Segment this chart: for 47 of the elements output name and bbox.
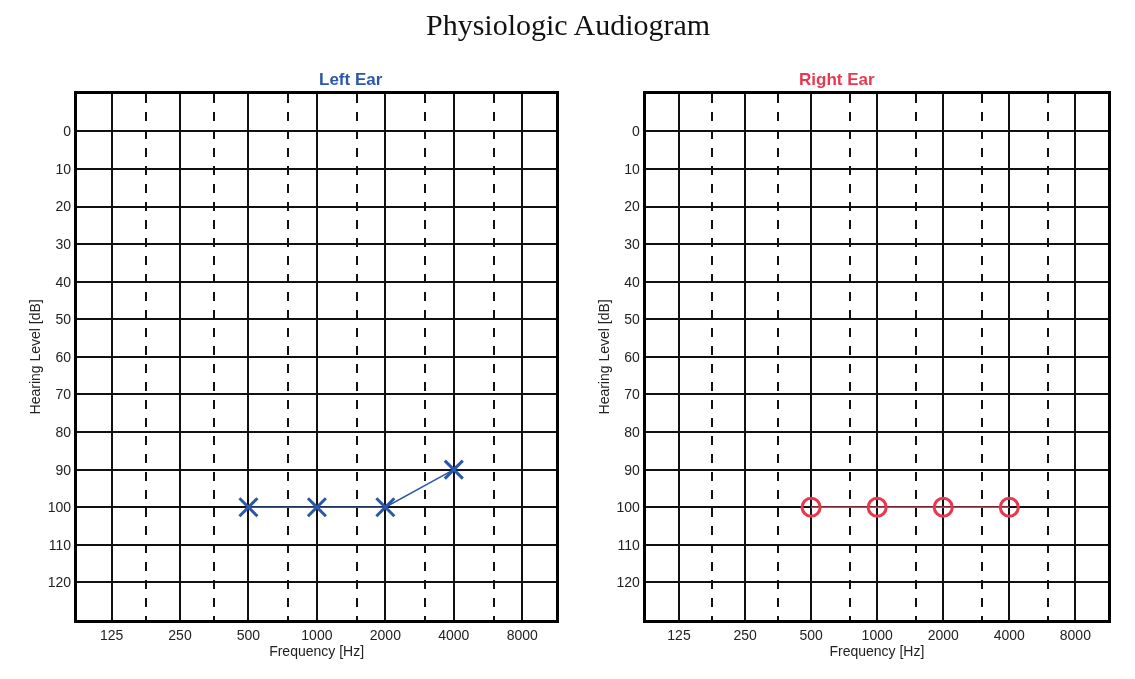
- y-tick-label: 100: [616, 499, 640, 516]
- x-tick-label: 1000: [301, 626, 333, 643]
- y-tick-label: 0: [63, 123, 72, 140]
- y-tick-label: 40: [624, 273, 640, 290]
- text: Physiologic Audiogram: [426, 8, 711, 41]
- x-tick-label: 125: [99, 626, 124, 643]
- x-tick-label: 4000: [993, 626, 1026, 643]
- y-axis-title: Hearing Level [dB]: [27, 299, 44, 415]
- y-tick-label: 120: [616, 574, 640, 591]
- x-tick-label: 8000: [506, 626, 539, 643]
- x-axis-title: Frequency [Hz]: [829, 642, 925, 659]
- x-tick-label: 2000: [927, 626, 960, 643]
- y-tick-label: 20: [55, 198, 72, 215]
- x-tick-label: 500: [236, 626, 261, 643]
- y-tick-label: 20: [624, 198, 640, 215]
- x-tick-label: 250: [733, 626, 757, 643]
- x-tick-label: 125: [667, 626, 691, 643]
- y-tick-label: 60: [624, 348, 640, 365]
- x-tick-label: 250: [168, 626, 192, 643]
- y-axis-title: Hearing Level [dB]: [595, 299, 612, 415]
- y-tick-label: 0: [631, 123, 640, 140]
- chart-title: Left Ear: [319, 70, 383, 89]
- y-tick-label: 120: [47, 574, 72, 591]
- x-axis-title: Frequency [Hz]: [269, 642, 365, 659]
- x-tick-label: 8000: [1059, 626, 1092, 643]
- x-tick-label: 1000: [861, 626, 893, 643]
- chart-title: Right Ear: [799, 70, 875, 89]
- y-tick-label: 110: [48, 536, 72, 553]
- x-tick-label: 4000: [438, 626, 470, 643]
- y-tick-label: 80: [55, 423, 72, 440]
- x-tick-label: 500: [799, 626, 824, 643]
- y-tick-label: 40: [55, 273, 72, 290]
- y-tick-label: 100: [47, 499, 72, 516]
- y-tick-label: 50: [55, 311, 72, 328]
- y-tick-label: 60: [55, 348, 72, 365]
- y-tick-label: 50: [624, 311, 640, 328]
- y-tick-label: 70: [624, 386, 640, 403]
- y-tick-label: 90: [624, 461, 640, 478]
- y-tick-label: 30: [624, 236, 640, 253]
- y-tick-label: 70: [55, 386, 72, 403]
- x-tick-label: 2000: [369, 626, 402, 643]
- y-tick-label: 90: [55, 461, 72, 478]
- y-tick-label: 10: [624, 160, 640, 177]
- y-tick-label: 110: [617, 536, 640, 553]
- y-tick-label: 10: [55, 160, 72, 177]
- y-tick-label: 80: [624, 423, 640, 440]
- y-tick-label: 30: [55, 236, 72, 253]
